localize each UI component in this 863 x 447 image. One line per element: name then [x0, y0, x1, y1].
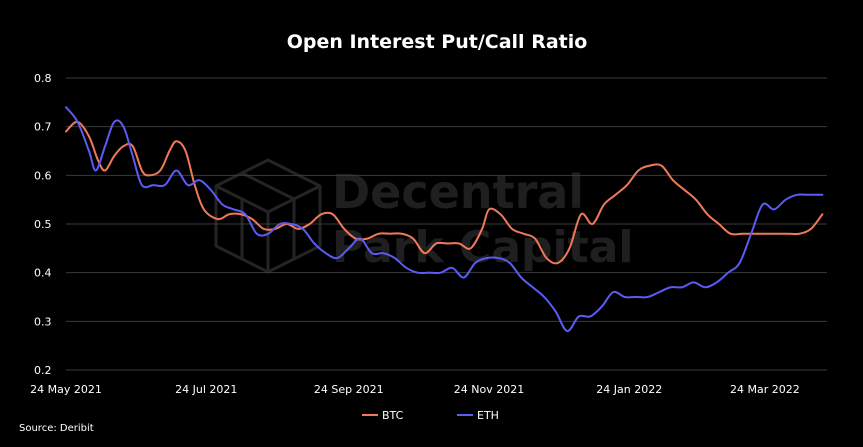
series-lines: [65, 106, 824, 333]
watermark-line-1: Decentral: [332, 165, 584, 219]
legend-label-btc: BTC: [382, 409, 404, 422]
grid-lines: [66, 77, 827, 371]
x-tick-label: 24 Jan 2022: [596, 383, 662, 396]
legend-label-eth: ETH: [477, 409, 499, 422]
x-tick-label: 24 Sep 2021: [314, 383, 384, 396]
y-tick-label: 0.3: [34, 315, 52, 328]
source-note: Source: Deribit: [19, 423, 94, 434]
y-tick-label: 0.6: [34, 169, 52, 182]
y-tick-label: 0.4: [34, 267, 52, 280]
watermark-cube-icon: [214, 158, 322, 274]
series-line-eth: [65, 106, 824, 333]
series-line-btc: [65, 120, 824, 265]
x-axis-tick-labels: 24 May 2021 24 Jul 2021 24 Sep 2021 24 Nov …: [30, 383, 800, 396]
y-tick-label: 0.5: [34, 218, 52, 231]
watermark-line-2: Park Capital: [332, 222, 633, 273]
x-tick-label: 24 May 2021: [30, 383, 102, 396]
y-axis-tick-labels: 0.2 0.3 0.4 0.5 0.6 0.7 0.8: [34, 72, 52, 377]
legend: BTC ETH: [362, 409, 499, 422]
x-tick-label: 24 Jul 2021: [175, 383, 237, 396]
y-tick-label: 0.8: [34, 72, 52, 85]
x-tick-label: 24 Nov 2021: [454, 383, 524, 396]
x-tick-label: 24 Mar 2022: [730, 383, 800, 396]
y-tick-label: 0.2: [34, 364, 52, 377]
chart-title: Open Interest Put/Call Ratio: [287, 31, 588, 53]
y-tick-label: 0.7: [34, 121, 52, 134]
